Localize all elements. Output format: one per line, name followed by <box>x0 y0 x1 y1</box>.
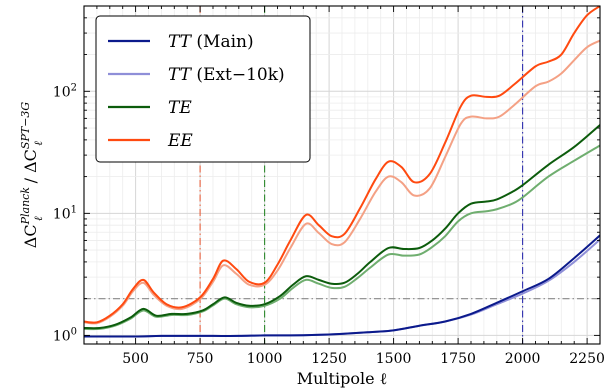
x-tick-label: 1000 <box>247 351 283 367</box>
y-tick-label: 101 <box>53 204 77 222</box>
x-tick-label: 1250 <box>311 351 347 367</box>
x-tick-label: 2000 <box>505 351 541 367</box>
x-tick-label: 1750 <box>440 351 476 367</box>
legend-label: TT (Ext−10k) <box>168 65 285 85</box>
legend-box <box>95 15 311 163</box>
series-line-tt-main <box>84 234 600 338</box>
legend: TT (Main) TT (Ext−10k) TE EE <box>95 15 311 163</box>
legend-label: TE <box>168 98 192 118</box>
x-ticks: 500 750 1000 1250 1500 1750 2000 2250 <box>83 6 605 367</box>
series-line-ee <box>84 6 600 324</box>
series-group <box>84 6 600 338</box>
legend-label: TT (Main) <box>168 32 254 52</box>
y-ticks: 100 101 102 <box>53 5 600 344</box>
x-tick-label: 1500 <box>376 351 412 367</box>
y-tick-label: 100 <box>53 326 77 344</box>
x-tick-label: 500 <box>122 351 149 367</box>
legend-label: EE <box>167 131 193 151</box>
series-line-te-ext-10k <box>84 144 600 331</box>
series-line-ee-ext-10k <box>84 39 600 325</box>
series-line-te <box>84 123 600 330</box>
y-tick-label: 102 <box>53 82 77 100</box>
x-axis-label: Multipole ℓ <box>297 369 388 388</box>
y-axis-label: ΔCPlanckℓ / ΔCSPT−3Gℓ <box>19 102 45 249</box>
reference-lines <box>84 6 600 344</box>
x-tick-label: 750 <box>187 351 214 367</box>
x-tick-label: 2250 <box>569 351 605 367</box>
